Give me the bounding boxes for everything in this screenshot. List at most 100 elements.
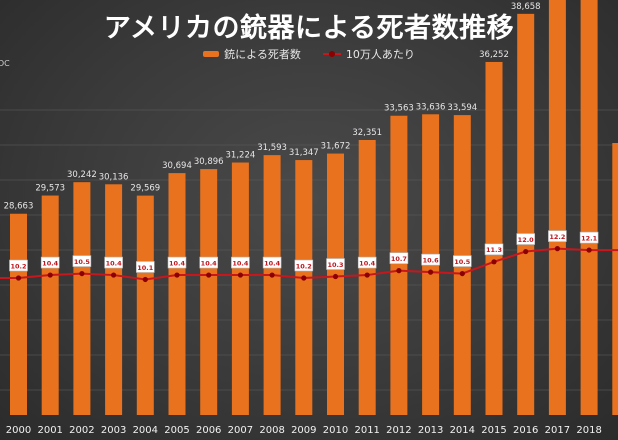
line-value-label: 10.7 <box>391 255 407 263</box>
line-label-box <box>72 255 92 267</box>
line-label-box <box>9 259 28 272</box>
line-marker <box>491 259 497 265</box>
line-marker <box>301 275 307 281</box>
bar <box>10 213 27 415</box>
line-label-box <box>40 256 60 269</box>
bar <box>231 162 249 415</box>
x-tick-label: 2004 <box>133 425 158 436</box>
bar <box>548 0 566 415</box>
line-value-label: 10.2 <box>296 262 312 270</box>
bar-value-label: 33,636 <box>416 102 446 112</box>
bar-value-label: 33,563 <box>384 104 414 114</box>
bar <box>485 61 503 416</box>
line-marker <box>428 269 434 275</box>
bar-value-label: 30,136 <box>99 172 129 182</box>
corner-label: DC <box>0 59 10 68</box>
line-marker <box>47 272 53 278</box>
line-value-label: 10.3 <box>327 261 343 269</box>
bar-value-label: 36,252 <box>479 50 509 60</box>
line-label-box <box>104 256 123 269</box>
bar <box>517 13 535 416</box>
bar-value-label: 31,224 <box>226 151 256 161</box>
line-value-label: 12.1 <box>581 234 598 242</box>
line-marker <box>15 275 22 281</box>
line-label-box <box>484 243 504 256</box>
x-tick-label: 2014 <box>450 425 475 436</box>
line-marker <box>269 272 275 278</box>
x-tick-label: 2012 <box>386 425 411 436</box>
bar-value-label: 30,694 <box>162 161 192 171</box>
line-label-box <box>136 261 155 273</box>
bar-value-label: 28,663 <box>4 202 34 212</box>
bar-value-label: 31,593 <box>257 143 287 153</box>
bar-value-label: 31,347 <box>289 148 319 158</box>
x-tick-label: 2011 <box>354 425 379 436</box>
line-label-box <box>579 231 599 244</box>
legend-item-bars: 銃による死者数 <box>203 46 301 62</box>
line-marker <box>554 246 561 252</box>
bar-value-label: 32,351 <box>352 128 382 138</box>
x-tick-label: 2005 <box>164 425 189 436</box>
line-label-box <box>421 253 440 266</box>
line-marker <box>111 272 117 278</box>
bar-value-label: 31,672 <box>321 142 351 152</box>
line-value-label: 12.0 <box>518 236 535 244</box>
x-tick-label: 2006 <box>196 425 221 436</box>
bar <box>295 160 313 415</box>
line-value-label: 10.5 <box>74 258 91 266</box>
x-tick-label: 2003 <box>101 425 126 436</box>
legend-item-line: 10万人あたり <box>322 46 415 62</box>
x-tick-label: 2017 <box>545 425 570 436</box>
bar <box>41 195 59 415</box>
line-marker <box>523 248 529 255</box>
bar-value-label: 29,573 <box>35 184 65 194</box>
line-label-box <box>516 233 536 245</box>
x-tick-label: 2009 <box>291 425 316 436</box>
line-marker <box>79 270 85 277</box>
legend-bar-label: 銃による死者数 <box>224 48 301 61</box>
legend-bar-swatch <box>203 51 220 57</box>
line-marker <box>174 272 180 278</box>
bar-value-label: 38,658 <box>511 2 541 12</box>
x-tick-label: 2013 <box>418 425 443 436</box>
bar-value-label: 30,242 <box>67 170 97 180</box>
x-tick-label: 2018 <box>576 425 601 436</box>
line-value-label: 10.2 <box>10 262 26 270</box>
line-value-label: 10.4 <box>169 259 186 267</box>
line-marker <box>459 270 465 277</box>
line-label-box <box>357 256 377 269</box>
line-marker <box>396 268 402 274</box>
bar <box>136 195 154 415</box>
bar <box>612 143 618 415</box>
line-marker <box>206 272 212 278</box>
bar-value-label: 29,569 <box>130 184 160 194</box>
bar <box>168 173 186 415</box>
x-tick-label: 2010 <box>323 425 348 436</box>
x-tick-label: 2000 <box>6 425 31 436</box>
line-marker <box>332 273 339 280</box>
x-tick-label: 2015 <box>481 425 506 436</box>
line-label-box <box>548 230 567 242</box>
x-tick-label: 2001 <box>37 425 62 436</box>
line-value-label: 10.5 <box>454 258 471 266</box>
line-label-box <box>167 256 187 269</box>
line-value-label: 11.3 <box>486 246 502 254</box>
legend: 銃による死者数 10万人あたり <box>0 46 618 62</box>
line-label-box <box>199 256 218 269</box>
legend-line-label: 10万人あたり <box>345 48 415 61</box>
line-label-box <box>389 252 409 264</box>
x-tick-label: 2002 <box>69 425 94 436</box>
x-tick-label: 2016 <box>513 425 538 436</box>
bar <box>105 184 123 415</box>
line-value-label: 10.6 <box>423 256 440 264</box>
line-label-box <box>452 255 472 267</box>
bar <box>73 182 91 415</box>
line-marker <box>142 276 148 283</box>
x-tick-label: 2007 <box>228 425 253 436</box>
bar-value-label: 30,896 <box>194 157 224 167</box>
line-value-label: 10.1 <box>137 264 154 272</box>
line-marker <box>586 247 592 253</box>
line-value-label: 12.2 <box>549 233 565 241</box>
line-value-label: 10.4 <box>264 259 281 267</box>
